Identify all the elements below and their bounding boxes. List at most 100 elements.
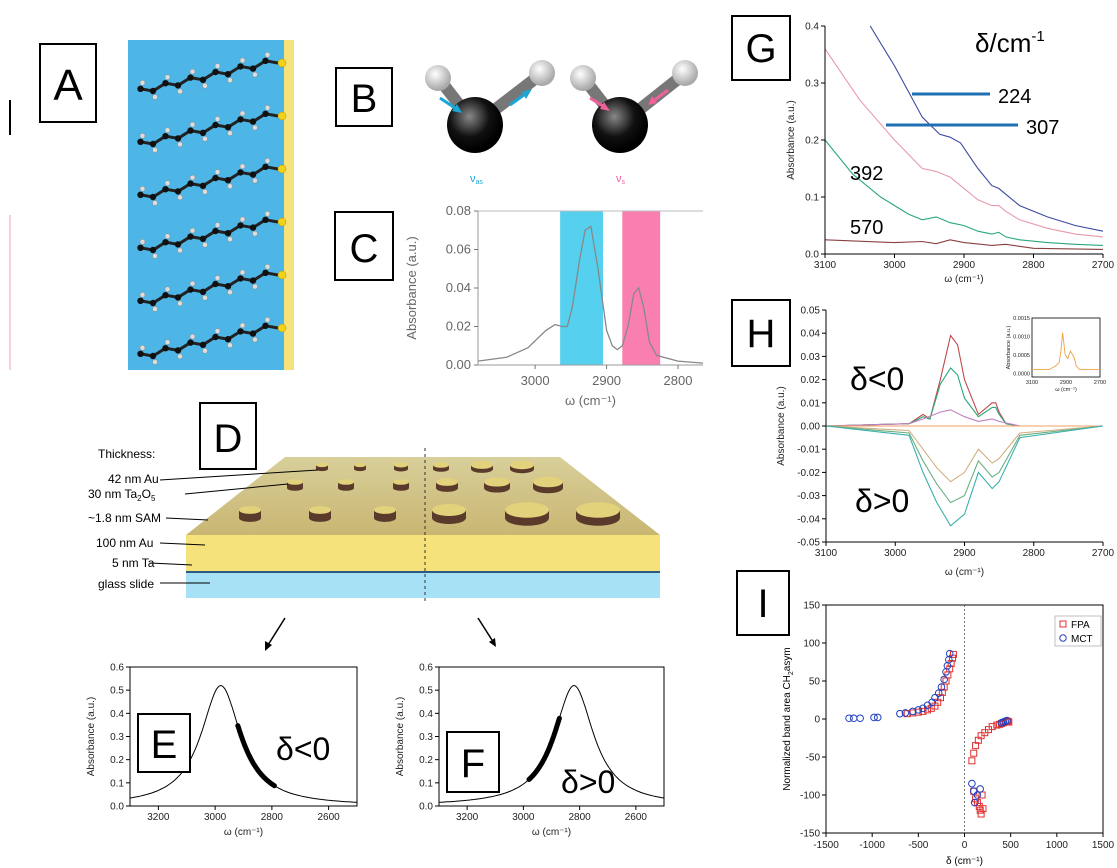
y-tick-label: -0.04	[797, 514, 820, 525]
y-tick-label: 0.1	[110, 778, 124, 789]
point-mct	[940, 675, 948, 684]
x-tick-label: 2900	[592, 373, 621, 388]
x-axis-label: ω (cm⁻¹)	[944, 274, 983, 285]
carbon-atom	[162, 292, 169, 299]
hydrogen-atom	[164, 74, 171, 80]
point-fpa	[1005, 718, 1013, 726]
hydrogen-atom	[672, 60, 698, 86]
y-tick-label: 0.03	[801, 352, 821, 363]
y-tick-label: 0.6	[419, 663, 433, 674]
x-tick-label: 3000	[512, 812, 535, 823]
inset-series	[1032, 332, 1100, 371]
hydrogen-atom	[139, 80, 146, 86]
x-tick-label: 1000	[1046, 840, 1069, 851]
y-tick-label: 0.04	[801, 329, 821, 340]
hydrogen-atom	[239, 57, 246, 64]
point-fpa	[919, 707, 927, 715]
panel-label-b: B	[351, 77, 378, 121]
y-axis-label: Absorbance (a.u.)	[776, 386, 787, 466]
gold-disc-top	[533, 476, 563, 488]
carbon-atom	[249, 171, 257, 178]
marker-label-307: 307	[1026, 117, 1059, 139]
panel-label-f: F	[461, 742, 485, 786]
gold-disc-top	[505, 502, 549, 518]
gold-disc-top	[432, 504, 466, 516]
molecule-asymmetric: νas	[425, 60, 555, 186]
carbon-atom	[199, 76, 207, 84]
carbon-atom	[187, 180, 194, 187]
inset-frame	[1031, 317, 1101, 378]
gold-disc-top	[510, 460, 534, 470]
carbon-atom	[187, 339, 194, 346]
x-tick-label: 2600	[318, 812, 341, 823]
x-tick-label: 2600	[625, 812, 648, 823]
point-mct	[973, 791, 982, 799]
series-label-392: 392	[850, 163, 883, 185]
carbon-atom	[249, 277, 257, 284]
x-tick-label: 2800	[664, 373, 693, 388]
gold-disc-top	[316, 462, 328, 468]
hydrogen-atom	[239, 163, 246, 170]
carbon-atom	[137, 297, 144, 304]
y-tick-label: 0.1	[805, 193, 819, 204]
panel-label-box-a	[39, 43, 97, 123]
gold-disc-bottom	[436, 484, 458, 492]
y-tick-label: 0.5	[110, 686, 124, 697]
point-fpa	[977, 810, 985, 818]
y-tick-label: 0.4	[110, 709, 124, 720]
leader-line	[159, 469, 319, 481]
y-tick-label: -0.03	[797, 491, 820, 502]
carbon-atom	[174, 82, 182, 89]
carbon-atom	[249, 65, 257, 72]
y-tick-label: -50	[806, 753, 821, 764]
carbon-atom	[174, 135, 182, 142]
carbon-atom	[162, 239, 169, 246]
carbon-atom	[162, 186, 169, 193]
panel-label-box-h	[731, 299, 791, 367]
point-mct	[976, 785, 984, 793]
carbon-atom	[149, 352, 157, 360]
carbon-atom	[447, 97, 503, 153]
layer-label-au100: 100 nm Au	[96, 536, 153, 550]
carbon-atom	[162, 133, 169, 140]
carbon-atom	[237, 275, 244, 282]
y-tick-label: -0.05	[797, 538, 820, 549]
hydrogen-atom	[164, 286, 171, 292]
panel-label-a: A	[53, 61, 83, 110]
hydrogen-atom	[227, 236, 233, 242]
x-tick-label: 0	[962, 840, 968, 851]
point-mct	[968, 779, 976, 788]
leader-line	[165, 517, 209, 521]
label-nu-s: νs	[616, 173, 626, 186]
gold-disc-top	[239, 506, 261, 514]
y-axis-label: Absorbance (a.u.)	[86, 697, 97, 777]
hydrogen-atom	[202, 136, 208, 142]
y-tick-label: 0.00	[446, 357, 471, 372]
point-fpa	[924, 706, 932, 714]
y-tick-label: 0.2	[805, 136, 819, 147]
gold-disc-array	[239, 460, 620, 526]
legend-title: δ/cm-1	[975, 28, 1045, 58]
inset-x-tick-label: 3100	[1026, 380, 1038, 386]
panel-a: A	[9, 40, 294, 370]
inset-x-tick-label: 2900	[1060, 380, 1072, 386]
annotation-delta-positive: δ>0	[855, 483, 909, 519]
gold-disc-top	[393, 479, 409, 485]
chart-f: 3200 3000 2800 2600 0.0 0.1 0.2 0.3 0.4 0.5 0.6 Abs…	[395, 663, 665, 838]
sam-chains	[137, 52, 287, 365]
carbon-atom	[199, 288, 207, 295]
panel-label-box-g	[731, 15, 791, 81]
carbon-atom	[262, 163, 269, 170]
gold-disc-bottom	[287, 485, 303, 491]
x-axis-label: ω (cm⁻¹)	[224, 827, 263, 838]
spectrum-line	[477, 225, 704, 364]
inset-y-axis-label: Absorbance (a.u.)	[1006, 325, 1012, 369]
hydrogen-atom	[264, 52, 271, 58]
x-tick-label: 2800	[569, 812, 592, 823]
series-line	[825, 409, 1103, 427]
point-mct	[908, 707, 917, 716]
x-tick-label: -1000	[859, 840, 885, 851]
carbon-atom	[212, 121, 219, 129]
sulfur-atom	[277, 164, 287, 174]
y-tick-label: 0.02	[801, 375, 821, 386]
